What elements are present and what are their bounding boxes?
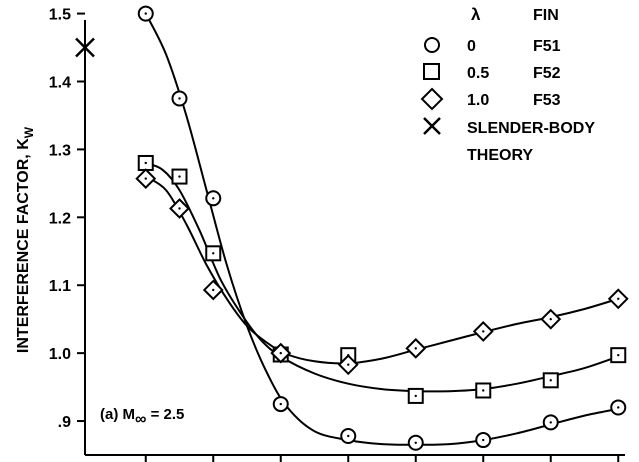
legend-x-marker	[423, 117, 441, 135]
legend-slender-body-line1: SLENDER-BODY	[467, 120, 595, 137]
y-tick-label: 1.3	[49, 142, 71, 159]
data-point-circle	[171, 90, 188, 107]
series-curves	[144, 13, 619, 446]
data-point-circle	[407, 434, 424, 451]
y-tick-label: 1.1	[49, 278, 71, 295]
data-point-diamond	[202, 279, 224, 301]
y-axis-label: INTERFERENCE FACTOR, KW	[15, 126, 36, 353]
data-point-circle	[542, 414, 559, 431]
mach-annotation-subscript: ∞	[135, 411, 146, 428]
data-point-diamond	[540, 308, 562, 330]
legend: λ FIN 0 F51 0.5 F52 1.0 F53 SLENDER-BODY…	[420, 5, 595, 164]
y-tick-label: 1.2	[49, 210, 71, 227]
data-point-square	[542, 372, 559, 389]
series-line-circle	[144, 13, 619, 446]
legend-diamond-marker	[420, 87, 444, 111]
data-point-diamond	[337, 354, 359, 376]
legend-slender-body-line2: THEORY	[467, 147, 533, 164]
data-point-diamond	[607, 288, 629, 310]
data-point-square	[407, 387, 424, 404]
theory-x-marker	[75, 37, 95, 58]
data-point-circle	[272, 396, 289, 413]
series-line-square	[145, 162, 619, 393]
y-tick-label: 1.5	[49, 7, 71, 24]
data-point-square	[205, 245, 222, 262]
data-point-square	[475, 382, 492, 399]
data-point-circle	[610, 399, 627, 416]
data-point-diamond	[472, 320, 494, 342]
legend-header-fin: FIN	[533, 7, 559, 24]
mach-annotation: (a) M∞ = 2.5	[100, 406, 184, 428]
y-tick-label: 1.0	[49, 346, 71, 363]
mach-annotation-suffix: = 2.5	[146, 406, 184, 423]
mach-annotation-prefix: (a) M	[100, 406, 135, 423]
data-point-diamond	[169, 198, 190, 219]
data-point-square	[610, 347, 627, 364]
legend-circle-marker	[424, 37, 440, 53]
data-point-circle	[340, 427, 357, 444]
data-point-circle	[205, 190, 222, 207]
legend-fin-f53: F53	[533, 92, 561, 109]
legend-lambda-0: 0	[467, 38, 476, 55]
y-axis-label-main: INTERFERENCE FACTOR, K	[15, 138, 32, 353]
series-markers	[135, 5, 629, 451]
data-point-diamond	[405, 337, 427, 359]
data-point-diamond	[135, 168, 157, 190]
data-point-diamond	[270, 342, 292, 364]
theory-point	[75, 37, 95, 58]
series-line-diamond	[145, 175, 619, 365]
data-point-circle	[475, 432, 492, 449]
y-tick-label: 1.4	[49, 74, 71, 91]
data-point-circle	[137, 5, 154, 22]
plot-axes	[84, 20, 625, 456]
legend-square-marker	[423, 63, 440, 80]
data-point-square	[137, 154, 154, 171]
y-axis-label-subscript: W	[22, 126, 36, 138]
data-point-square	[171, 168, 188, 185]
legend-lambda-1-0: 1.0	[467, 92, 489, 109]
legend-header-lambda: λ	[471, 5, 481, 24]
legend-fin-f51: F51	[533, 38, 561, 55]
legend-fin-f52: F52	[533, 65, 561, 82]
y-ticks: .9 1.0 1.1 1.2 1.3 1.4 1.5	[49, 7, 85, 431]
x-ticks	[144, 455, 620, 462]
y-tick-label: .9	[58, 414, 71, 431]
legend-lambda-0-5: 0.5	[467, 65, 489, 82]
